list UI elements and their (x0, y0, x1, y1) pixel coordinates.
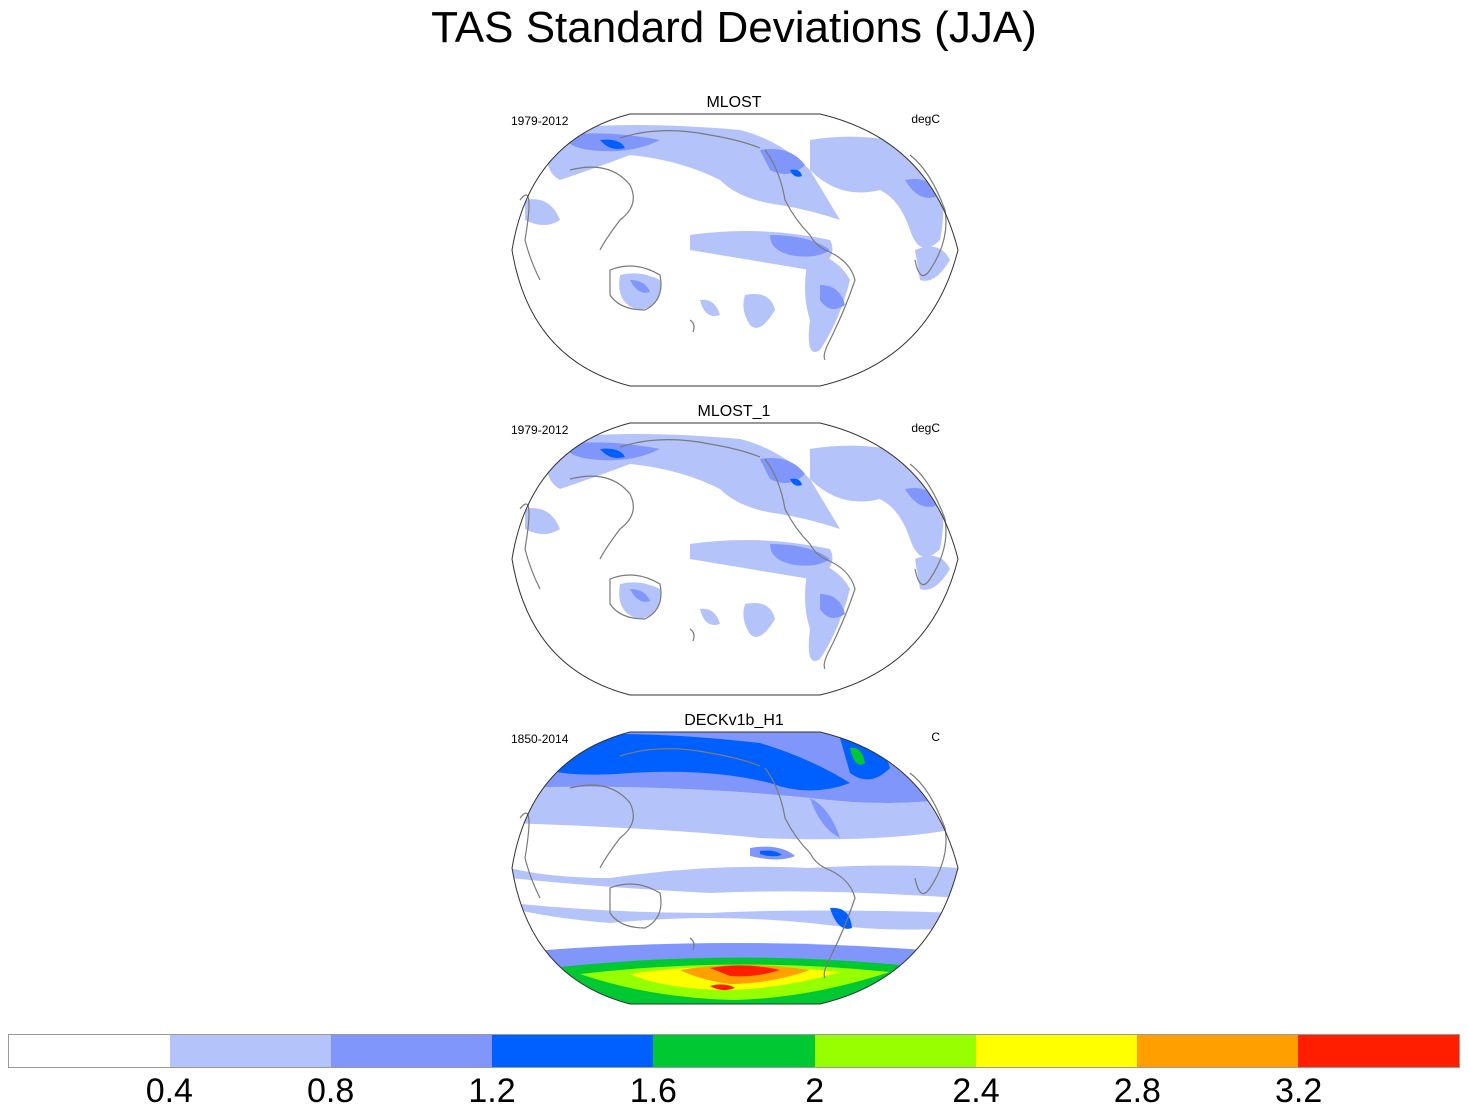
contour-region (820, 285, 845, 309)
coastline (909, 772, 947, 895)
contour-region (600, 448, 625, 458)
map-fill (512, 114, 958, 386)
coastline (609, 265, 662, 311)
contour-region (760, 458, 805, 483)
coastline (619, 130, 761, 149)
contour-region (770, 235, 830, 257)
colorbar (8, 1034, 1460, 1068)
coastline (619, 748, 761, 767)
panel-title: MLOST_1 (697, 403, 771, 420)
contour-region (600, 139, 625, 149)
map-border (511, 731, 959, 1005)
colorbar-segment (492, 1035, 654, 1067)
colorbar-segment (975, 1035, 1137, 1067)
coastline (823, 558, 856, 670)
coastline (519, 194, 541, 281)
coastline (909, 463, 947, 586)
colorbar-tick-label: 1.2 (468, 1072, 516, 1110)
colorbar-tick-label: 0.4 (145, 1072, 193, 1110)
contour-region (810, 798, 840, 838)
coastline (569, 784, 634, 869)
contour-region (820, 594, 845, 618)
contour-region (630, 589, 650, 602)
contour-region (850, 747, 865, 765)
panel-units: degC (911, 421, 940, 435)
coastline (569, 475, 634, 560)
colorbar-segment (814, 1035, 976, 1067)
colorbar-tick-label: 2 (805, 1072, 825, 1110)
map-panel-mlost: MLOST 1979-2012 degC (500, 94, 968, 394)
coastline (823, 867, 856, 979)
coastline (764, 458, 826, 560)
map-border (511, 422, 959, 696)
map-panel-mlost-1: MLOST_1 1979-2012 degC (500, 403, 968, 703)
panel-title: DECKv1b_H1 (684, 712, 784, 729)
contour-region (915, 246, 950, 281)
contour-region (528, 734, 850, 791)
colorbar-tick-label: 2.4 (952, 1072, 1000, 1110)
contour-region (770, 544, 830, 566)
coastline (689, 319, 695, 333)
colorbar-tick-label: 2.8 (1113, 1072, 1161, 1110)
coastline (609, 574, 662, 620)
coastline (909, 154, 947, 277)
figure-title: TAS Standard Deviations (JJA) (431, 3, 1037, 52)
map-fill (512, 732, 958, 1004)
coastline (764, 149, 826, 251)
coastline (689, 937, 695, 951)
colorbar-tick-label: 0.8 (307, 1072, 355, 1110)
coastline (609, 883, 662, 929)
contour-region (619, 273, 661, 310)
map-panel-deckv1b-h1: DECKv1b_H1 1850-2014 C (500, 712, 968, 1012)
colorbar-segment (1136, 1035, 1298, 1067)
map-border (511, 113, 959, 387)
map-fill (512, 423, 958, 695)
world-map (511, 113, 959, 387)
contour-region (810, 445, 944, 557)
contour-region (743, 603, 775, 637)
contour-region (830, 907, 852, 929)
coastline (569, 166, 634, 251)
contour-region (700, 299, 720, 316)
colorbar-tick-label: 1.6 (629, 1072, 677, 1110)
contour-region (915, 555, 950, 590)
colorbar-segment (653, 1035, 815, 1067)
coastline (519, 812, 541, 899)
contour-region (905, 488, 940, 507)
contour-region (790, 169, 802, 177)
world-map (511, 422, 959, 696)
contour-region (512, 878, 958, 913)
coastline (764, 767, 826, 869)
colorbar-segment (331, 1035, 493, 1067)
colorbar-segment (1297, 1035, 1459, 1067)
panel-period: 1979-2012 (511, 114, 569, 128)
panel-units: degC (911, 112, 940, 126)
contour-region (630, 280, 650, 293)
contour-region (810, 136, 944, 248)
colorbar-labels: 0.4 0.8 1.2 1.6 2 2.4 2.8 3.2 (8, 1072, 1460, 1116)
coastline (519, 503, 541, 590)
colorbar-segment (170, 1035, 332, 1067)
colorbar-tick-label: 3.2 (1275, 1072, 1323, 1110)
panel-title: MLOST (706, 94, 762, 111)
colorbar-segment (9, 1035, 171, 1067)
contour-region (525, 508, 560, 534)
panel-period: 1850-2014 (511, 732, 569, 746)
panel-units: C (931, 730, 940, 744)
contour-region (760, 850, 782, 857)
contour-region (700, 608, 720, 625)
contour-region (619, 582, 661, 619)
contour-region (710, 965, 780, 977)
contour-region (905, 179, 940, 198)
contour-region (790, 478, 802, 486)
contour-region (525, 199, 560, 225)
contour-region (710, 984, 735, 991)
world-map (511, 731, 959, 1005)
coastline (619, 439, 761, 458)
panel-period: 1979-2012 (511, 423, 569, 437)
contour-region (743, 294, 775, 328)
contour-region (760, 149, 805, 174)
coastline (823, 249, 856, 361)
coastline (689, 628, 695, 642)
